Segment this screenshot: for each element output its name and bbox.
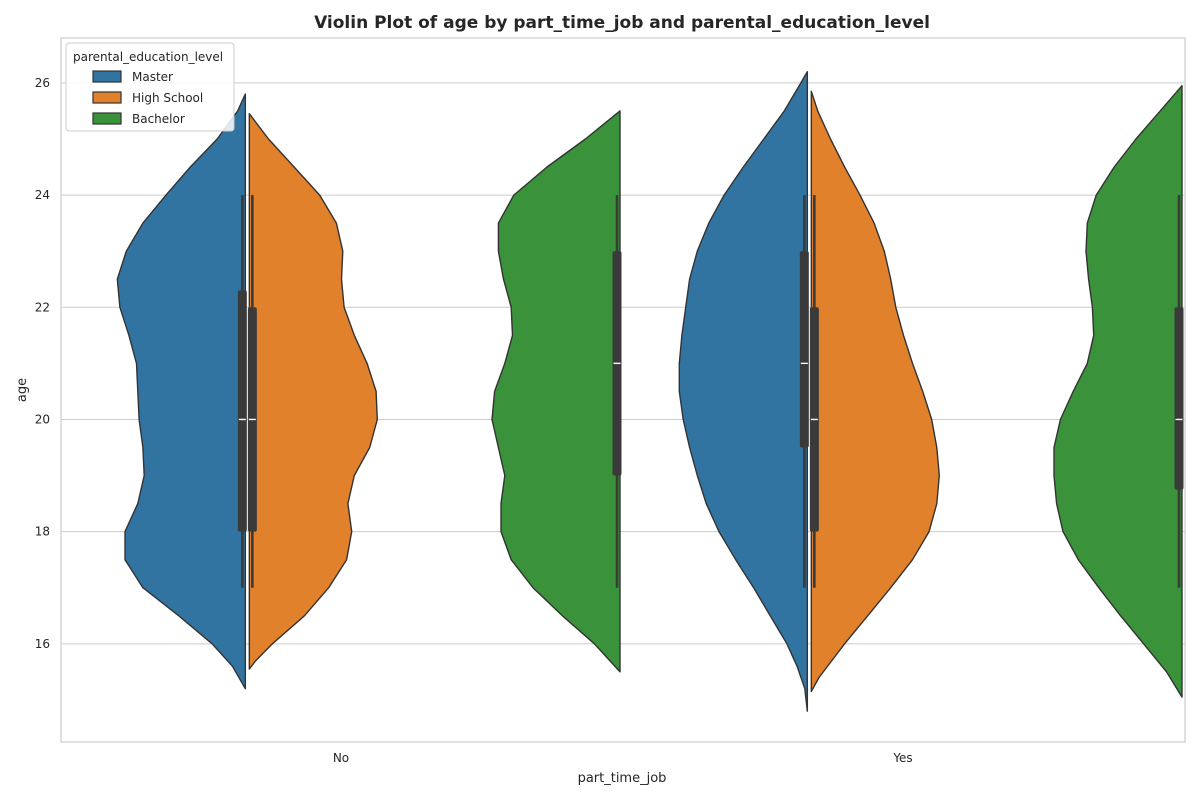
legend-title: parental_education_level <box>73 50 223 64</box>
y-tick-label-16: 16 <box>35 637 50 651</box>
y-tick-label-26: 26 <box>35 76 50 90</box>
legend-label-master: Master <box>132 70 173 84</box>
x-axis-label: part_time_job <box>578 771 667 786</box>
y-tick-label-24: 24 <box>35 188 50 202</box>
x-tick-label-no: No <box>333 751 349 765</box>
legend-box <box>65 42 235 132</box>
y-tick-label-18: 18 <box>35 525 50 539</box>
violin-master-yes <box>678 70 809 712</box>
inner-boxes <box>237 195 1184 588</box>
violin-bachelor-no <box>491 110 621 673</box>
x-tick-label-yes: Yes <box>892 751 912 765</box>
plot-area-frame <box>60 37 1186 743</box>
legend-swatch-bachelor <box>92 112 122 125</box>
x-axis-ticks: No Yes <box>333 751 913 765</box>
violin-high-school-yes <box>810 90 940 693</box>
quartile-box-master-yes <box>799 251 809 448</box>
legend-label-bachelor: Bachelor <box>132 112 185 126</box>
y-axis-label: age <box>15 378 30 402</box>
y-axis-ticks: 16 18 20 22 24 26 <box>35 76 50 651</box>
quartile-box-master-no <box>237 290 247 532</box>
legend-items: Master High School Bachelor <box>92 70 203 126</box>
violin-bachelor-yes <box>1053 84 1183 698</box>
violins <box>116 70 1183 712</box>
legend-swatch-master <box>92 70 122 83</box>
y-tick-label-22: 22 <box>35 300 50 314</box>
quartile-box-bachelor-yes <box>1174 307 1184 490</box>
violin-high-school-no <box>248 113 378 670</box>
y-tick-label-20: 20 <box>35 412 50 426</box>
legend: parental_education_level Master High Scho… <box>65 42 235 132</box>
chart-title: Violin Plot of age by part_time_job and … <box>314 13 930 33</box>
violin-master-no <box>116 93 247 690</box>
legend-label-high-school: High School <box>132 91 203 105</box>
legend-swatch-high-school <box>92 91 122 104</box>
